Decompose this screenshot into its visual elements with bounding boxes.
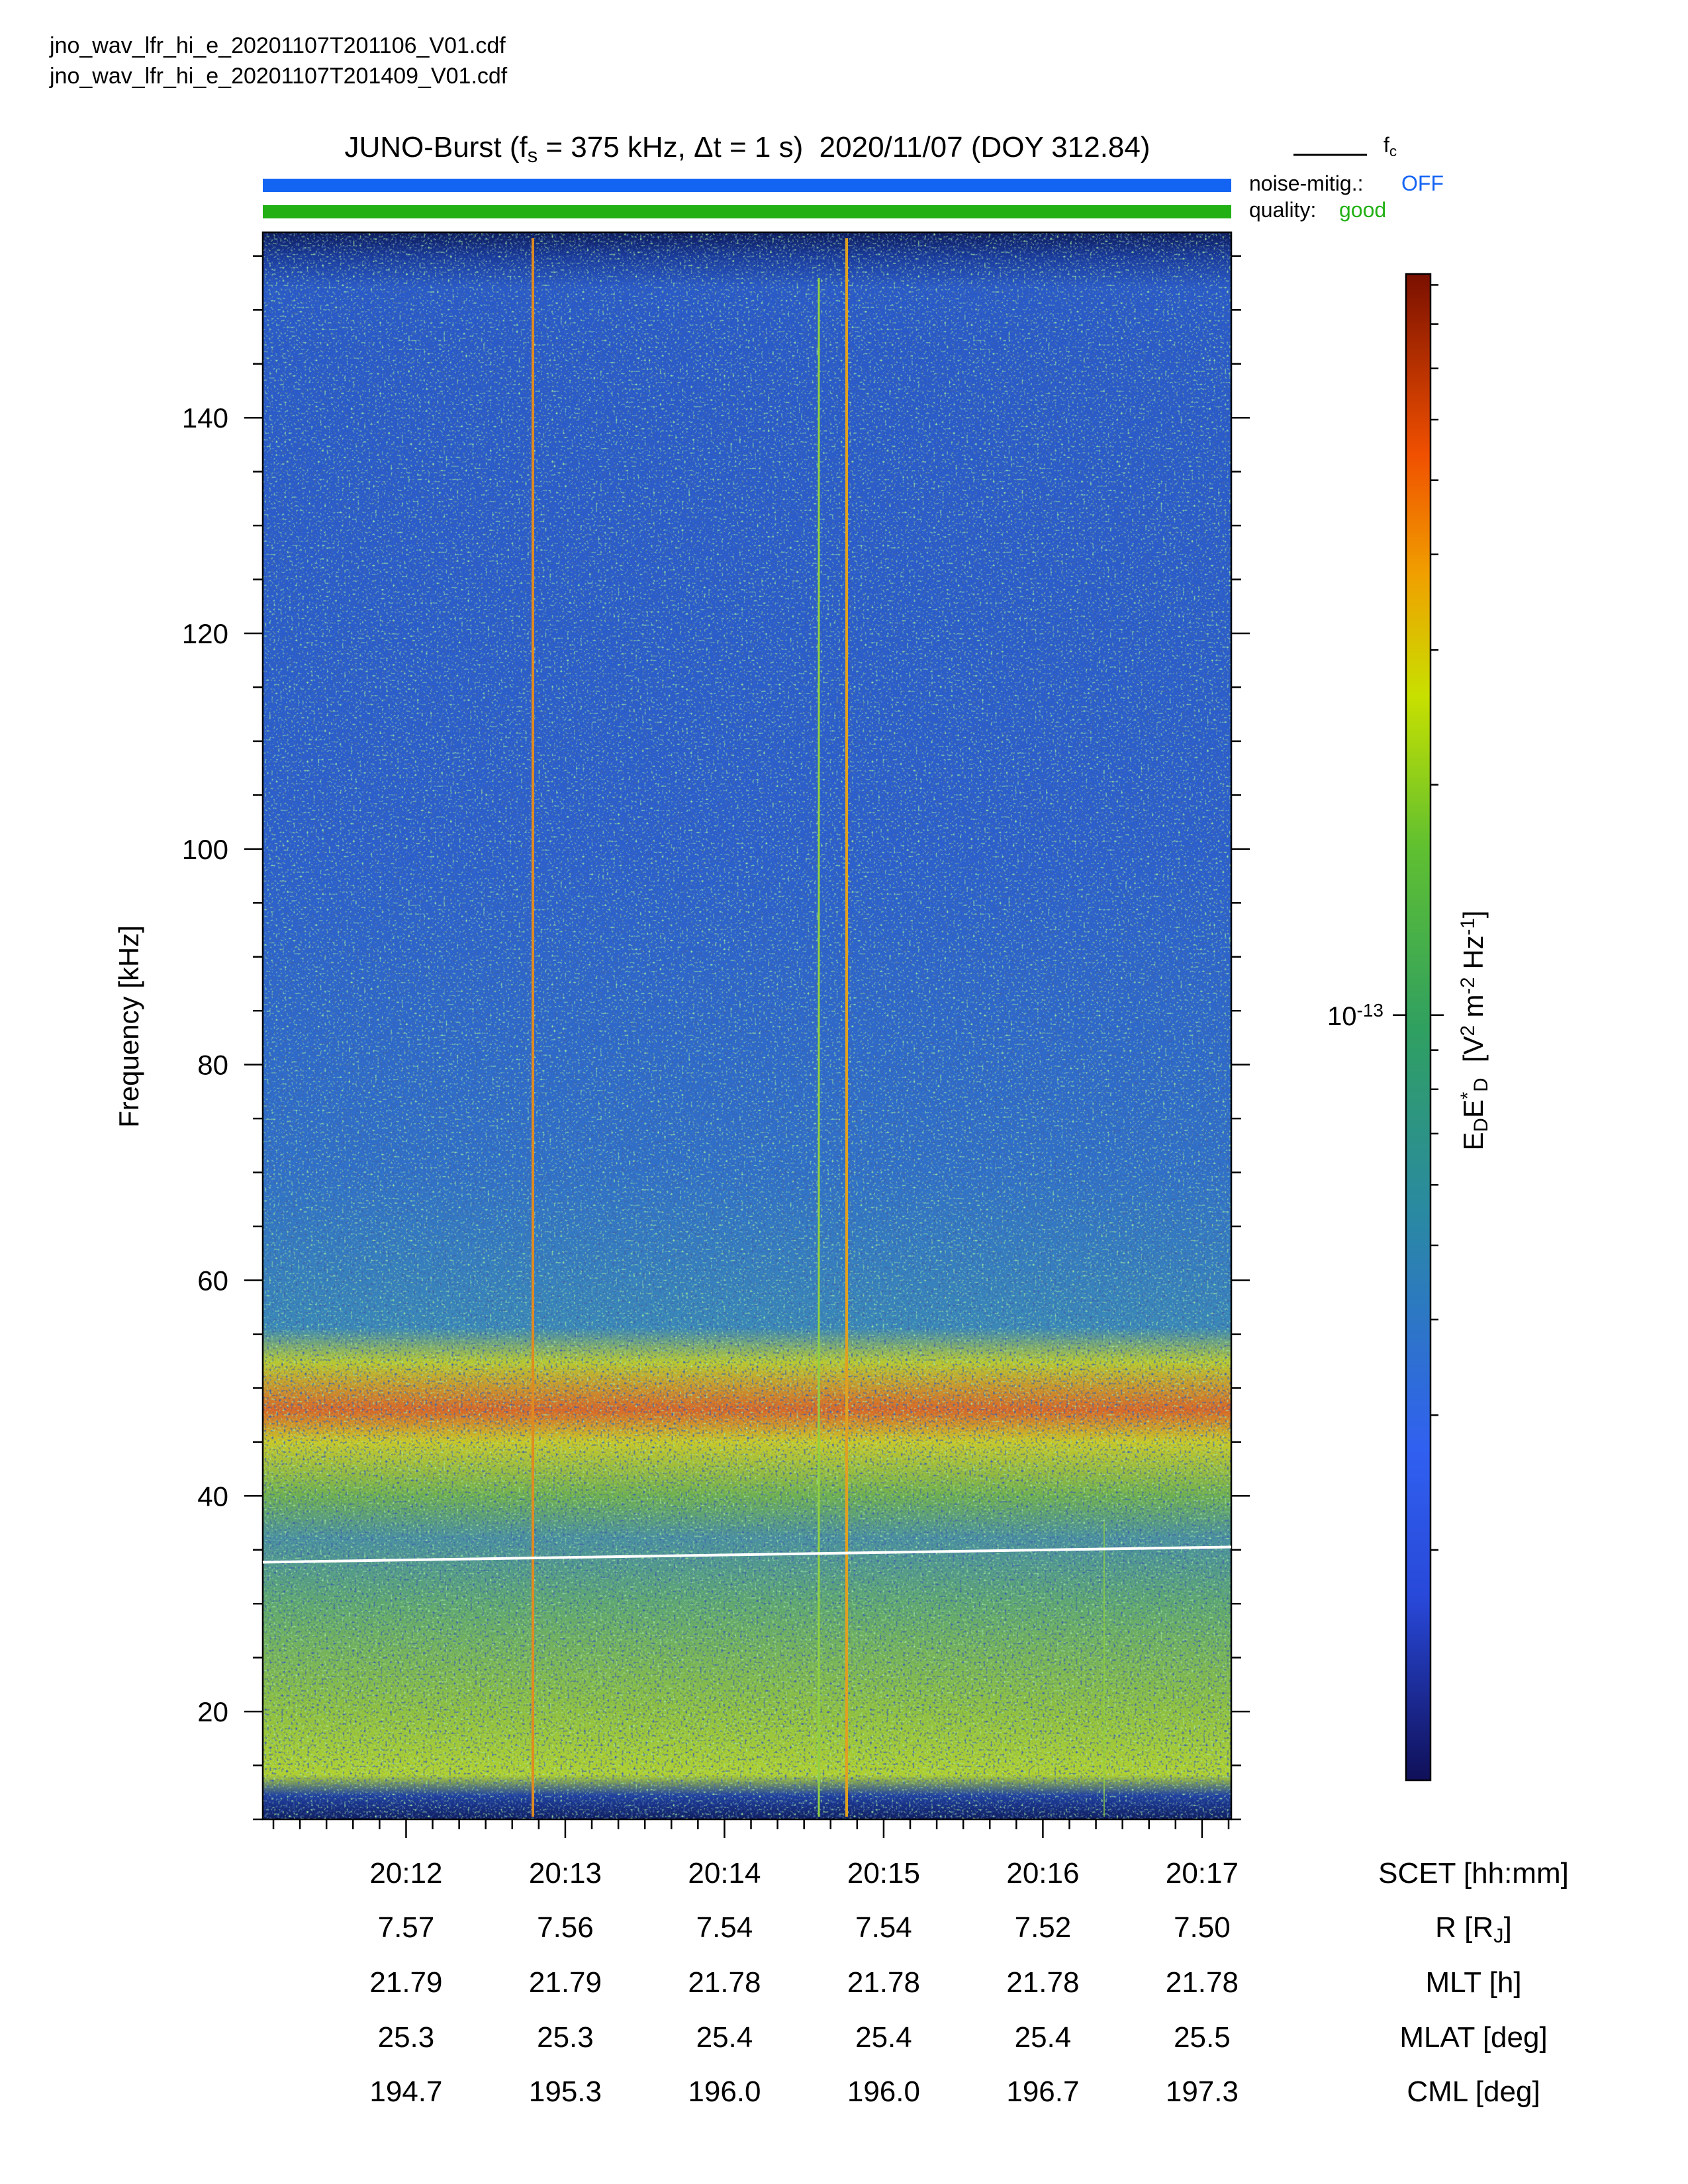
ephemeris-value: 21.79 <box>369 1966 442 1999</box>
y-tick-label: 20 <box>197 1696 228 1727</box>
text-part: 10 <box>1327 1002 1357 1031</box>
ephemeris-value: 21.78 <box>1166 1966 1239 1999</box>
text-part: JUNO-Burst (f <box>344 131 528 163</box>
ephemeris-value: 196.0 <box>688 2075 761 2108</box>
ephemeris-value: 7.56 <box>537 1911 594 1944</box>
x-tick-label: 20:13 <box>529 1857 602 1889</box>
ephemeris-value: 196.0 <box>847 2075 920 2108</box>
ephemeris-value: 25.4 <box>855 2021 912 2054</box>
text-part: E <box>1458 1099 1489 1118</box>
status-label: noise-mitig.: <box>1249 171 1364 195</box>
ephemeris-value: 21.78 <box>847 1966 920 1999</box>
y-tick-label: 120 <box>182 618 228 649</box>
x-tick-label: 20:16 <box>1006 1857 1079 1889</box>
y-tick-label: 100 <box>182 834 228 865</box>
subscript: J <box>1493 1924 1503 1947</box>
colorbar <box>1405 273 1432 1782</box>
x-tick-label: 20:17 <box>1166 1857 1239 1889</box>
ephemeris-label: MLAT [deg] <box>1399 2021 1547 2054</box>
ephemeris-value: 25.3 <box>378 2021 435 2054</box>
subscript: c <box>1389 143 1397 159</box>
ephemeris-label: MLT [h] <box>1425 1966 1521 1999</box>
ephemeris-value: 21.79 <box>529 1966 602 1999</box>
ephemeris-value: 25.3 <box>537 2021 594 2054</box>
y-axis-label: Frequency [kHz] <box>113 925 144 1128</box>
ephemeris-value: 25.4 <box>696 2021 753 2054</box>
x-tick-label: 20:14 <box>688 1857 761 1889</box>
superscript: * <box>1457 1092 1479 1099</box>
ephemeris-value: 195.3 <box>529 2075 602 2108</box>
text-part: ] <box>1458 911 1489 919</box>
colorbar-label: EDE*D [V2 m-2 Hz-1] <box>1457 911 1492 1151</box>
ephemeris-value: 197.3 <box>1166 2075 1239 2108</box>
ephemeris-value: 7.52 <box>1015 1911 1072 1944</box>
superscript: 2 <box>1457 1025 1479 1036</box>
ephemeris-value: 194.7 <box>369 2075 442 2108</box>
superscript: -2 <box>1457 977 1479 994</box>
chart-title: JUNO-Burst (fs = 375 kHz, Δt = 1 s) 2020… <box>344 131 1150 167</box>
text-part: = 375 kHz, Δt = 1 s) 2020/11/07 (DOY 312… <box>538 131 1150 163</box>
y-tick-label: 60 <box>197 1265 228 1296</box>
superscript: -1 <box>1457 918 1479 935</box>
text-part: CML [deg] <box>1407 2075 1540 2108</box>
text-part: ] <box>1504 1911 1512 1944</box>
subscript: D <box>1470 1118 1492 1132</box>
subscript: D <box>1470 1078 1492 1092</box>
file-name: jno_wav_lfr_hi_e_20201107T201106_V01.cdf <box>49 33 506 58</box>
status-value: OFF <box>1401 171 1444 195</box>
colorbar-tick-label: 10-13 <box>1327 1000 1383 1031</box>
ephemeris-value: 7.50 <box>1174 1911 1231 1944</box>
fc-line <box>262 1545 1232 1564</box>
text-part: f <box>1383 133 1389 157</box>
text-part: Hz <box>1458 935 1489 977</box>
spectrogram-field <box>263 232 1231 1819</box>
text-part: R [R <box>1435 1911 1493 1944</box>
ephemeris-value: 7.54 <box>855 1911 912 1944</box>
legend-label: fc <box>1383 133 1397 159</box>
x-tick-label: 20:12 <box>369 1857 442 1889</box>
ephemeris-value: 25.4 <box>1015 2021 1072 2054</box>
x-axis-label: SCET [hh:mm] <box>1378 1857 1569 1889</box>
subscript: s <box>528 144 538 167</box>
x-tick-label: 20:15 <box>847 1857 920 1889</box>
status-bar <box>263 179 1231 192</box>
ephemeris-label: CML [deg] <box>1407 2075 1540 2108</box>
text-part: [V <box>1458 1036 1489 1077</box>
text-part: MLT [h] <box>1425 1966 1521 1999</box>
file-name: jno_wav_lfr_hi_e_20201107T201409_V01.cdf <box>49 64 508 89</box>
text-part: E <box>1458 1132 1489 1150</box>
y-tick-label: 80 <box>197 1050 228 1081</box>
text-part: MLAT [deg] <box>1399 2021 1547 2054</box>
text-part: m <box>1458 994 1489 1025</box>
ephemeris-value: 21.78 <box>688 1966 761 1999</box>
ephemeris-value: 196.7 <box>1006 2075 1079 2108</box>
ephemeris-value: 7.54 <box>696 1911 753 1944</box>
ephemeris-label: R [RJ] <box>1435 1911 1512 1947</box>
status-label: quality: <box>1249 198 1316 222</box>
y-tick-label: 140 <box>182 402 228 433</box>
superscript: -13 <box>1357 1000 1383 1021</box>
y-tick-label: 40 <box>197 1480 228 1512</box>
ephemeris-value: 25.5 <box>1174 2021 1231 2054</box>
field-texture <box>263 232 1231 1819</box>
status-value: good <box>1339 198 1386 222</box>
ephemeris-value: 21.78 <box>1006 1966 1079 1999</box>
ephemeris-value: 7.57 <box>378 1911 435 1944</box>
status-bar <box>263 205 1231 218</box>
plot-frame <box>261 231 1233 1821</box>
